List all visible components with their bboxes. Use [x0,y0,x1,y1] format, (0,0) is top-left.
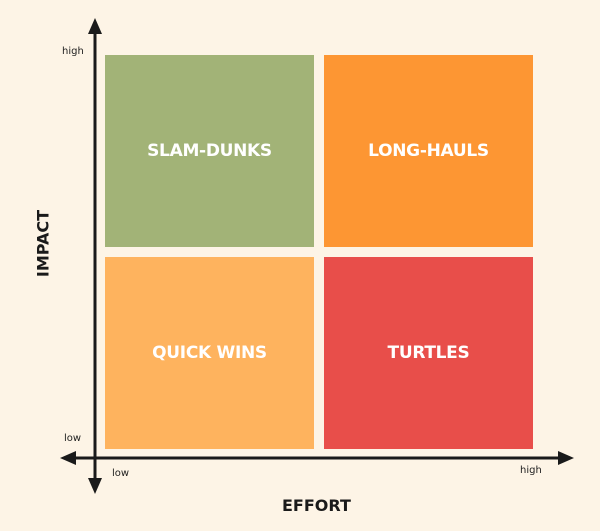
quadrant-long-hauls: LONG-HAULS [324,55,533,247]
quadrant-quick-wins: QUICK WINS [105,257,314,449]
x-axis-title: EFFORT [282,496,351,515]
y-axis-arrow-bottom [88,478,102,494]
x-axis-arrow-right [558,451,574,465]
x-axis-low-label: low [112,468,130,479]
quadrant-slam-dunks: SLAM-DUNKS [105,55,314,247]
quadrant-label: SLAM-DUNKS [147,141,272,161]
quadrant-label: LONG-HAULS [368,141,489,161]
y-axis-low-label: low [64,433,82,444]
y-axis-title: IMPACT [33,209,53,278]
y-axis-high-label: high [62,46,84,57]
x-axis-arrow-left [60,451,76,465]
quadrant-label: TURTLES [387,343,470,363]
x-axis-high-label: high [520,465,542,476]
quadrant-label: QUICK WINS [152,343,267,363]
y-axis-arrow-top [88,18,102,34]
quadrant-turtles: TURTLES [324,257,533,449]
